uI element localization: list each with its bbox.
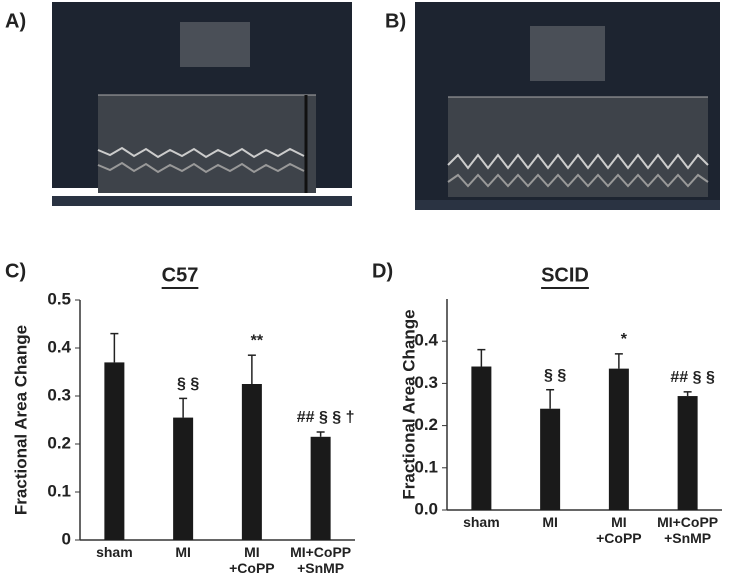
y-tick-label: 0	[62, 529, 71, 548]
y-tick-label: 0.3	[47, 385, 71, 404]
annotation: ## § § †	[297, 409, 355, 426]
bar	[104, 362, 125, 540]
chart-title: SCID	[541, 264, 589, 286]
y-axis-label: Fractional Area Change	[11, 325, 30, 515]
x-tick-label: MI	[175, 544, 191, 560]
x-tick-label: MI +CoPP	[229, 544, 275, 576]
x-tick-label: MI	[542, 514, 558, 530]
bar	[241, 384, 262, 540]
panel-label: D)	[372, 260, 393, 282]
y-tick-label: 0.1	[47, 481, 71, 500]
ultrasound-image-b	[415, 2, 720, 210]
annotation: § §	[544, 367, 566, 384]
bar	[540, 408, 561, 510]
y-axis-label: Fractional Area Change	[399, 309, 418, 499]
y-tick-label: 0.2	[47, 433, 71, 452]
bar	[173, 417, 194, 540]
ultrasound-image-a	[52, 2, 352, 206]
annotation: ## § §	[670, 369, 715, 386]
bar	[608, 368, 629, 510]
bar	[471, 366, 492, 510]
y-tick-label: 0.5	[47, 289, 71, 308]
y-tick-label: 0.3	[414, 373, 438, 392]
x-tick-label: sham	[96, 544, 133, 560]
y-tick-label: 0.4	[414, 331, 438, 350]
annotation: **	[251, 332, 264, 349]
bar	[677, 396, 698, 510]
chart-title: C57	[162, 264, 199, 286]
x-tick-label: MI +CoPP	[596, 514, 642, 546]
y-tick-label: 0.0	[414, 499, 438, 518]
panel-label: C)	[5, 260, 26, 282]
y-tick-label: 0.2	[414, 415, 438, 434]
x-tick-label: MI+CoPP +SnMP	[657, 514, 719, 546]
annotation: *	[621, 331, 628, 348]
x-tick-label: sham	[463, 514, 500, 530]
y-tick-label: 0.1	[414, 457, 438, 476]
panel-label: A)	[5, 10, 26, 32]
annotation: § §	[177, 376, 199, 393]
panel-label: B)	[385, 10, 406, 32]
y-tick-label: 0.4	[47, 337, 71, 356]
x-tick-label: MI+CoPP +SnMP	[290, 544, 352, 576]
bar	[310, 436, 331, 540]
